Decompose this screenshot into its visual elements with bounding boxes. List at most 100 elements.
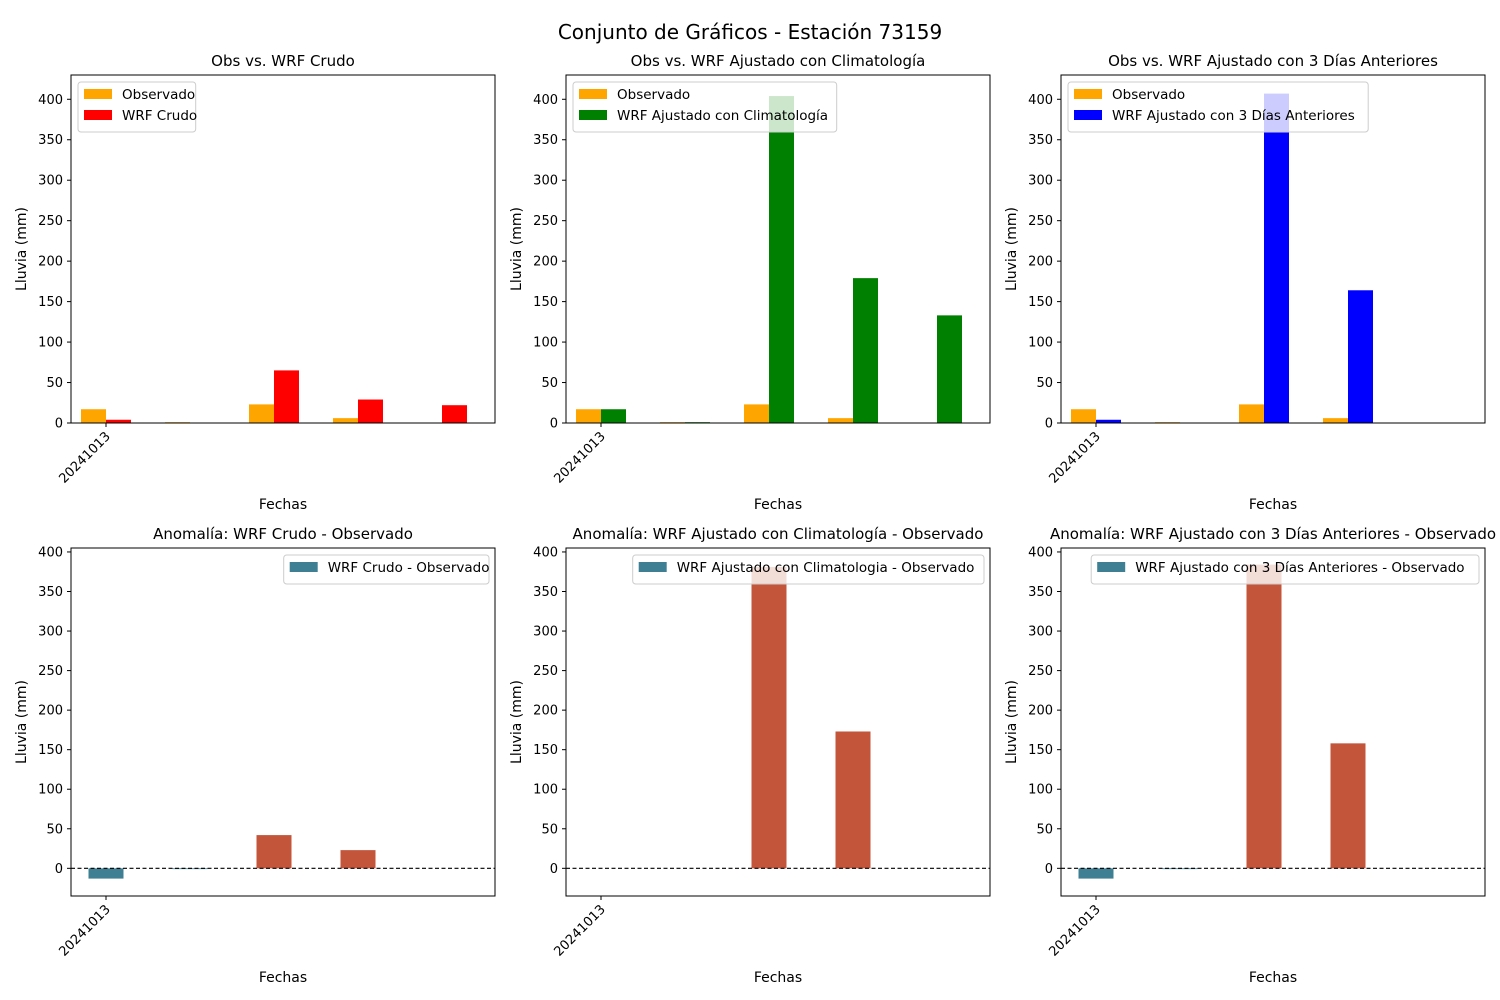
y-tick-label: 200: [38, 704, 63, 719]
y-tick-label: 400: [1028, 545, 1053, 560]
chart-title: Obs vs. WRF Crudo: [211, 52, 355, 70]
y-tick-label: 50: [1036, 822, 1053, 837]
bar-anomaly: [1078, 868, 1114, 879]
chart-title: Anomalía: WRF Ajustado con 3 Días Anteri…: [1050, 525, 1496, 543]
legend-label: Observado: [617, 87, 690, 103]
bar-anomaly: [256, 835, 292, 869]
legend-label: Observado: [1112, 87, 1185, 103]
legend-swatch: [1097, 562, 1126, 572]
bar-observed: [576, 409, 601, 423]
bar-wrf: [937, 315, 962, 423]
bar-observed: [1071, 409, 1096, 423]
y-tick-label: 400: [38, 93, 63, 108]
y-tick-label: 50: [541, 376, 558, 391]
y-tick-label: 350: [533, 585, 558, 600]
legend-swatch: [579, 89, 607, 99]
y-axis-label: Lluvia (mm): [14, 680, 30, 764]
legend-box: [1067, 81, 1369, 133]
chart-panel-3: Obs vs. WRF Ajustado con 3 Días Anterior…: [1004, 52, 1486, 513]
y-tick-label: 0: [550, 417, 558, 432]
y-tick-label: 150: [38, 743, 63, 758]
y-tick-label: 350: [533, 133, 558, 148]
chart-title: Anomalía: WRF Crudo - Observado: [153, 525, 413, 543]
axes-frame: [565, 547, 991, 897]
charts-grid: Obs vs. WRF Crudo 0 50 100 150 200 250 300 350 40…: [14, 52, 1496, 986]
chart-title: Obs vs. WRF Ajustado con 3 Días Anterior…: [1108, 52, 1438, 70]
y-tick-label: 100: [533, 783, 558, 798]
y-tick-label: 200: [1028, 255, 1053, 270]
y-tick-label: 400: [533, 545, 558, 560]
y-tick-label: 150: [38, 295, 63, 310]
y-tick-label: 100: [533, 336, 558, 351]
bar-anomaly: [1330, 743, 1366, 869]
x-axis-label: Fechas: [754, 497, 802, 513]
legend-box: [632, 554, 985, 585]
legend-label: WRF Ajustado con Climatología: [617, 108, 828, 124]
y-tick-label: 300: [533, 174, 558, 189]
y-tick-label: 50: [46, 376, 63, 391]
y-tick-label: 250: [38, 664, 63, 679]
x-axis-label: Fechas: [754, 970, 802, 986]
chart-panel-5: Anomalía: WRF Ajustado con Climatología …: [509, 525, 991, 986]
y-tick-label: 0: [1045, 862, 1053, 877]
bar-wrf: [853, 278, 878, 423]
legend: WRF Ajustado con Climatologia - Observad…: [632, 554, 985, 585]
legend: WRF Ajustado con 3 Días Anteriores - Obs…: [1090, 554, 1480, 585]
legend-label: WRF Ajustado con Climatologia - Observad…: [677, 560, 975, 576]
bar-anomaly: [1246, 564, 1282, 869]
legend-swatch: [84, 89, 112, 99]
legend-box: [283, 554, 490, 585]
bar-anomaly: [751, 566, 787, 869]
y-tick-label: 50: [46, 822, 63, 837]
axes-frame: [70, 74, 496, 424]
y-tick-label: 350: [1028, 585, 1053, 600]
bar-observed: [1323, 418, 1348, 423]
y-axis-label: Lluvia (mm): [14, 207, 30, 291]
legend: Observado WRF Ajustado con 3 Días Anterio…: [1067, 81, 1369, 133]
y-tick-label: 150: [1028, 743, 1053, 758]
y-tick-label: 300: [38, 625, 63, 640]
y-tick-label: 200: [533, 704, 558, 719]
bar-wrf: [769, 96, 794, 423]
y-tick-label: 0: [55, 417, 63, 432]
y-axis-label: Lluvia (mm): [1004, 680, 1020, 764]
chart-panel-1: Obs vs. WRF Crudo 0 50 100 150 200 250 300 350 40…: [14, 52, 496, 513]
y-tick-label: 250: [38, 214, 63, 229]
legend-swatch: [579, 110, 607, 120]
y-tick-label: 100: [38, 783, 63, 798]
y-axis-label: Lluvia (mm): [509, 680, 525, 764]
y-tick-label: 250: [1028, 214, 1053, 229]
chart-title: Obs vs. WRF Ajustado con Climatología: [631, 52, 926, 70]
legend-swatch: [638, 562, 667, 572]
y-tick-label: 50: [541, 822, 558, 837]
y-tick-label: 350: [38, 585, 63, 600]
bar-observed: [249, 404, 274, 423]
figure-title: Conjunto de Gráficos - Estación 73159: [558, 20, 942, 44]
bar-wrf: [442, 405, 467, 423]
y-tick-label: 400: [533, 93, 558, 108]
y-tick-label: 300: [1028, 625, 1053, 640]
y-tick-label: 300: [533, 625, 558, 640]
bar-observed: [744, 404, 769, 423]
x-tick-label: 20241013: [551, 902, 608, 959]
bar-wrf: [1096, 419, 1121, 423]
chart-panel-6: Anomalía: WRF Ajustado con 3 Días Anteri…: [1004, 525, 1496, 986]
legend-swatch: [1074, 89, 1102, 99]
legend-label: Observado: [122, 87, 195, 103]
legend-label: WRF Ajustado con 3 Días Anteriores - Obs…: [1135, 560, 1464, 576]
y-tick-label: 50: [1036, 376, 1053, 391]
y-tick-label: 100: [38, 336, 63, 351]
y-tick-label: 350: [1028, 133, 1053, 148]
legend: WRF Crudo - Observado: [283, 554, 490, 585]
chart-panel-4: Anomalía: WRF Crudo - Observado 0 50 100 150…: [14, 525, 496, 986]
legend-swatch: [289, 562, 318, 572]
bar-anomaly: [835, 731, 871, 869]
legend-swatch: [84, 110, 112, 120]
y-tick-label: 200: [533, 255, 558, 270]
y-tick-label: 350: [38, 133, 63, 148]
bar-anomaly: [340, 850, 376, 869]
y-tick-label: 250: [1028, 664, 1053, 679]
bar-observed: [828, 418, 853, 423]
y-tick-label: 0: [550, 862, 558, 877]
